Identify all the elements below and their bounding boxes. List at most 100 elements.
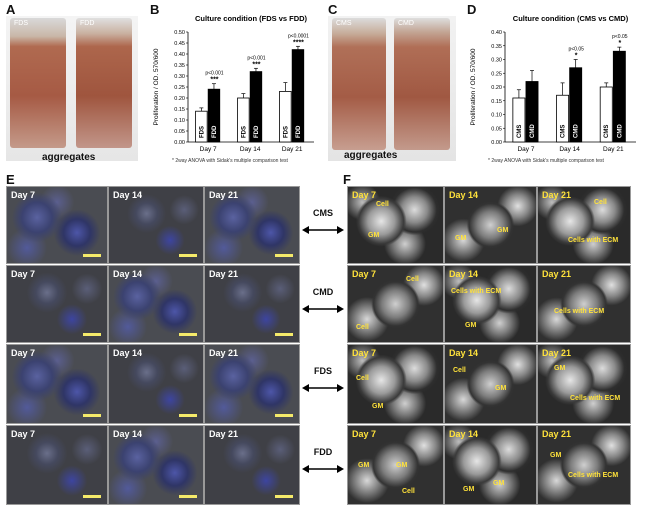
x-tick-label: Day 7	[200, 146, 217, 153]
x-tick-label: Day 21	[282, 146, 303, 153]
sem-annotation: Cells with ECM	[568, 237, 619, 244]
sem-annotation: GM	[495, 385, 507, 392]
fluorescence-tile: Day 14	[108, 186, 204, 264]
scale-bar	[275, 333, 293, 336]
p-value-label: p<0.001	[205, 71, 223, 77]
x-tick-label: Day 14	[240, 146, 261, 153]
fluorescence-tile: Day 21	[204, 186, 300, 264]
bar-chart-d: Culture condition (CMS vs CMD) Proliferat…	[470, 14, 636, 153]
p-value-label: p<0.001	[247, 55, 265, 61]
sem-annotation: GM	[372, 403, 384, 410]
tile-day-label: Day 14	[113, 190, 143, 200]
condition-label: FDD	[313, 447, 333, 457]
scale-bar	[179, 254, 197, 257]
scale-bar	[275, 495, 293, 498]
tile-day-label: Day 14	[449, 429, 479, 439]
fluorescence-tile: Day 14	[108, 425, 204, 505]
scale-bar	[275, 414, 293, 417]
vial-photo-a: FDS FDD	[6, 16, 138, 161]
vial-cms	[332, 18, 386, 150]
condition-label: FDS	[314, 366, 332, 376]
tile-day-label: Day 14	[113, 429, 143, 439]
y-tick-label: 0.45	[174, 41, 185, 47]
scale-bar	[179, 333, 197, 336]
significance-stars: ****	[293, 39, 304, 46]
bar-label: CMS	[561, 125, 567, 138]
bar-label: CMD	[574, 124, 580, 138]
vial-photo-c: CMS CMD	[328, 16, 456, 161]
y-tick-label: 0.35	[491, 44, 502, 50]
x-tick-label: Day 7	[517, 146, 534, 153]
y-tick-label: 0.20	[491, 85, 502, 91]
sem-tile: Day 7 Cell GM	[347, 186, 444, 264]
sem-annotation: Cell	[594, 199, 607, 206]
scale-bar	[83, 495, 101, 498]
significance-stars: *	[618, 40, 621, 47]
fluorescence-tile: Day 7	[6, 265, 108, 343]
tile-day-label: Day 21	[209, 429, 239, 439]
y-tick-label: 0.05	[491, 126, 502, 132]
y-tick-label: 0.05	[174, 129, 185, 135]
tile-day-label: Day 7	[11, 429, 36, 439]
sem-annotation: GM	[368, 232, 380, 239]
y-tick-label: 0.25	[491, 71, 502, 77]
bar-label: FDS	[199, 126, 205, 138]
chart-title: Culture condition (FDS vs FDD)	[195, 14, 308, 23]
bar-label: CMS	[517, 125, 523, 138]
y-tick-label: 0.50	[174, 30, 185, 36]
p-value-label: p<0.0001	[288, 33, 309, 39]
sem-annotation: GM	[396, 462, 408, 469]
bar-label: CMS	[604, 125, 610, 138]
vial-label-fdd: FDD	[80, 20, 95, 27]
condition-arrow: FDS	[302, 366, 344, 396]
fluorescence-tile: Day 21	[204, 344, 300, 424]
y-tick-label: 0.25	[174, 85, 185, 91]
sem-annotation: Cells with ECM	[570, 395, 621, 402]
vial-label-cms: CMS	[336, 20, 352, 27]
tile-day-label: Day 7	[352, 429, 377, 439]
tile-day-label: Day 14	[113, 269, 143, 279]
fluorescence-tile: Day 7	[6, 344, 108, 424]
sem-annotation: Cells with ECM	[451, 288, 502, 295]
sem-tile: Day 7 GM Cell	[347, 344, 444, 424]
tile-day-label: Day 7	[11, 348, 36, 358]
bar-label: FDD	[212, 125, 218, 138]
x-tick-label: Day 21	[603, 146, 624, 153]
condition-arrow: CMD	[302, 287, 344, 317]
tile-day-label: Day 21	[209, 348, 239, 358]
sem-annotation: GM	[465, 322, 477, 329]
significance-stars: *	[575, 53, 578, 60]
stats-note-d: * 2way ANOVA with Sidak's multiple compa…	[488, 158, 604, 164]
tile-day-label: Day 7	[352, 190, 377, 200]
significance-stars: ***	[252, 61, 260, 68]
fluorescence-tile: Day 21	[204, 425, 300, 505]
scale-bar	[83, 414, 101, 417]
bar-chart-b: Culture condition (FDS vs FDD) Proliferat…	[153, 14, 314, 153]
y-tick-label: 0.35	[174, 63, 185, 69]
tile-day-label: Day 7	[11, 269, 36, 279]
sem-annotation: Cells with ECM	[568, 472, 619, 479]
sem-annotation: GM	[493, 480, 505, 487]
sem-annotation: GM	[554, 365, 566, 372]
condition-label: CMD	[312, 287, 334, 297]
y-tick-label: 0.30	[174, 74, 185, 80]
panel-label-f: F	[343, 172, 351, 187]
condition-arrow: FDD	[302, 447, 344, 477]
condition-label: CMS	[313, 208, 333, 218]
vial-label-cmd: CMD	[398, 20, 414, 27]
tile-day-label: Day 14	[449, 269, 479, 279]
p-value-label: p<0.05	[612, 34, 628, 40]
sem-annotation: Cell	[376, 201, 389, 208]
tile-day-label: Day 21	[209, 269, 239, 279]
vial-label-fds: FDS	[14, 20, 28, 27]
sem-annotation: GM	[358, 462, 370, 469]
tile-day-label: Day 21	[542, 269, 572, 279]
significance-stars: ***	[210, 77, 218, 84]
sem-tile: Day 21 Cells with ECM	[537, 265, 631, 343]
sem-tile: Day 21 GM Cells with ECM	[537, 425, 631, 505]
sem-tile: Day 7 GM Cell GM	[347, 425, 444, 505]
vial-cmd	[394, 18, 450, 150]
x-tick-label: Day 14	[559, 146, 580, 153]
scale-bar	[275, 254, 293, 257]
tile-day-label: Day 21	[209, 190, 239, 200]
